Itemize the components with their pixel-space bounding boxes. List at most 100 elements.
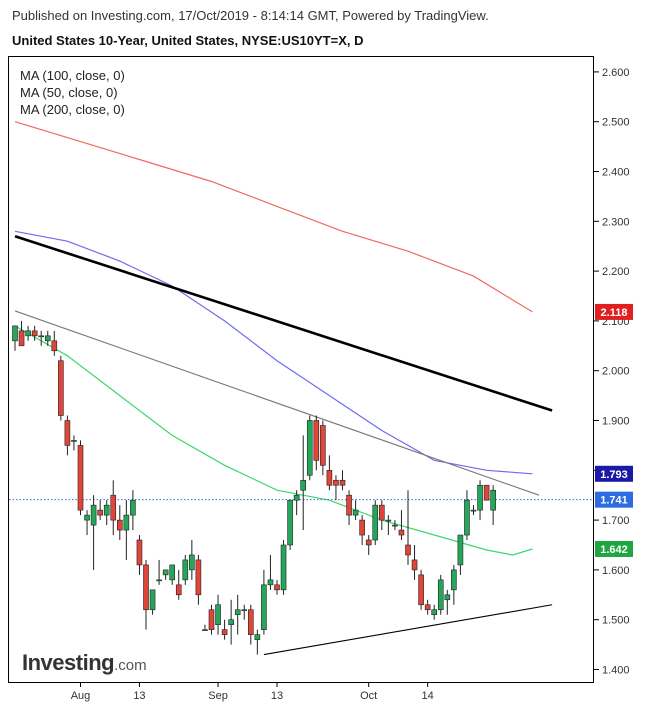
candle-body-up bbox=[241, 609, 248, 612]
candle-body-down bbox=[274, 584, 280, 591]
y-tick-label: 1.500 bbox=[602, 615, 630, 627]
candle-body-down bbox=[31, 330, 38, 337]
candles[interactable] bbox=[12, 320, 496, 655]
candle-body-up bbox=[84, 514, 90, 521]
candle-body-up bbox=[372, 504, 379, 541]
candle-body-down bbox=[58, 360, 64, 416]
candle-body-up bbox=[202, 629, 208, 631]
candle-body-up bbox=[189, 554, 195, 571]
logo-word: Investing bbox=[22, 650, 115, 675]
candle-body-down bbox=[117, 519, 123, 531]
candle-body-down bbox=[333, 479, 339, 486]
y-tick-label: 1.400 bbox=[602, 665, 630, 677]
candle-body-up bbox=[156, 579, 162, 582]
price-tags: 2.118 1.793 1.741 1.642 bbox=[595, 303, 633, 557]
candle-body-down bbox=[405, 544, 411, 556]
candle-body-up bbox=[162, 569, 169, 576]
candle-body-up bbox=[38, 335, 45, 338]
candle-body-down bbox=[248, 609, 254, 635]
candle-body-down bbox=[483, 484, 490, 501]
x-tick-label: Aug bbox=[71, 690, 91, 702]
published-caption: Published on Investing.com, 17/Oct/2019 … bbox=[12, 8, 489, 23]
y-tick-label: 1.900 bbox=[602, 416, 630, 428]
price-tag-label: 2.118 bbox=[601, 307, 628, 319]
ma200-line bbox=[14, 121, 533, 313]
candle-body-up bbox=[300, 479, 307, 491]
candle-body-up bbox=[293, 494, 300, 501]
candle-body-down bbox=[136, 539, 143, 566]
x-tick-label: 13 bbox=[271, 690, 283, 702]
candle-body-up bbox=[234, 609, 241, 616]
candle-body-down bbox=[18, 330, 25, 347]
logo-suffix: .com bbox=[114, 657, 147, 674]
candle-body-up bbox=[71, 440, 77, 442]
candle-body-up bbox=[451, 569, 457, 591]
candle-body-up bbox=[169, 564, 175, 581]
price-tag-bg bbox=[595, 491, 633, 508]
candle-body-up bbox=[287, 499, 293, 546]
candle-body-down bbox=[398, 529, 405, 536]
candle-body-down bbox=[320, 425, 326, 466]
candle-body-up bbox=[261, 584, 267, 630]
candle-body-up bbox=[392, 524, 398, 527]
trendline-1 bbox=[14, 310, 540, 496]
candle-body-up bbox=[431, 609, 438, 616]
y-tick-label: 2.500 bbox=[602, 117, 630, 129]
chart-title: United States 10-Year, United States, NY… bbox=[12, 33, 364, 48]
y-axis: 2.6002.5002.4002.3002.2002.1002.0001.900… bbox=[594, 67, 630, 677]
candle-body-down bbox=[97, 509, 103, 516]
candle-body-down bbox=[313, 420, 320, 461]
candle-body-down bbox=[378, 504, 385, 521]
candle-body-down bbox=[326, 469, 333, 486]
candle-body-down bbox=[221, 629, 228, 635]
y-tick-label: 2.600 bbox=[602, 67, 630, 79]
y-tick-label: 2.200 bbox=[602, 266, 630, 278]
candle-body-up bbox=[267, 579, 274, 586]
trendline-2 bbox=[263, 604, 553, 656]
candle-body-up bbox=[477, 484, 483, 511]
legend-ma50[interactable]: MA (50, close, 0) bbox=[20, 85, 118, 100]
candle-body-up bbox=[182, 559, 189, 581]
x-tick-label: Oct bbox=[360, 690, 377, 702]
candle-body-up bbox=[149, 589, 156, 611]
candle-body-down bbox=[195, 559, 202, 596]
legend-ma200[interactable]: MA (200, close, 0) bbox=[20, 102, 125, 117]
candle-body-up bbox=[103, 504, 110, 516]
chart-frame bbox=[8, 56, 594, 683]
candle-body-down bbox=[359, 519, 365, 536]
candle-body-down bbox=[110, 494, 117, 521]
candle-body-up bbox=[228, 619, 234, 625]
x-tick-label: 14 bbox=[422, 690, 434, 702]
y-tick-label: 1.700 bbox=[602, 515, 630, 527]
trendlines bbox=[14, 235, 553, 656]
legend-ma100[interactable]: MA (100, close, 0) bbox=[20, 68, 125, 83]
candle-body-down bbox=[424, 604, 431, 611]
price-tag-bg bbox=[595, 303, 633, 320]
candle-body-down bbox=[64, 420, 71, 446]
candle-body-up bbox=[437, 579, 444, 611]
y-tick-label: 2.400 bbox=[602, 167, 630, 179]
candle-body-down bbox=[365, 539, 372, 546]
candle-body-up bbox=[490, 489, 496, 511]
candle-body-up bbox=[352, 509, 359, 516]
candle-body-up bbox=[254, 634, 261, 640]
trendline-0 bbox=[14, 235, 553, 412]
candle-body-up bbox=[457, 534, 464, 566]
candle-body-down bbox=[418, 574, 424, 606]
candle-body-up bbox=[280, 544, 287, 591]
candle-body-up bbox=[123, 514, 130, 531]
candle-body-down bbox=[339, 479, 346, 486]
x-axis: Aug 13 Sep 13 Oct 14 bbox=[71, 682, 434, 702]
candle-body-up bbox=[470, 509, 477, 512]
y-tick-label: 1.600 bbox=[602, 565, 630, 577]
price-tag-bg bbox=[595, 540, 633, 557]
price-tag-label: 1.741 bbox=[600, 495, 628, 507]
candle-body-down bbox=[208, 609, 215, 630]
x-tick-label: 13 bbox=[133, 690, 145, 702]
candle-body-up bbox=[385, 519, 392, 522]
candle-body-down bbox=[175, 584, 182, 596]
candle-body-down bbox=[77, 445, 84, 511]
candle-body-up bbox=[12, 325, 18, 342]
candle-body-up bbox=[444, 594, 451, 601]
